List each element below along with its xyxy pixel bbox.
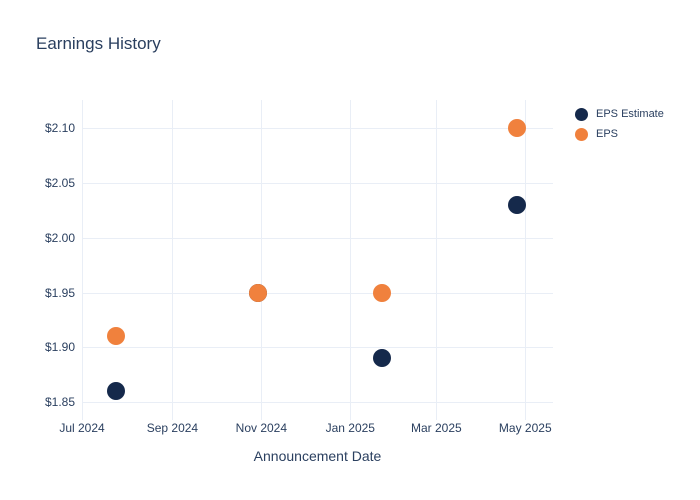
legend: EPS Estimate EPS xyxy=(575,104,664,144)
v-gridline xyxy=(525,100,527,415)
y-tick-label: $1.85 xyxy=(44,394,75,409)
x-tick-label: Jan 2025 xyxy=(325,421,375,435)
h-gridline xyxy=(82,183,553,185)
data-point-eps[interactable] xyxy=(373,283,392,302)
x-tick-label: Nov 2024 xyxy=(235,421,288,435)
h-gridline xyxy=(82,237,553,239)
x-tick-label: Sep 2024 xyxy=(146,421,199,435)
y-tick-label: $2.05 xyxy=(44,176,75,191)
data-point-eps[interactable] xyxy=(106,327,125,346)
data-point-eps[interactable] xyxy=(507,119,526,138)
legend-marker-icon xyxy=(575,107,588,121)
h-gridline xyxy=(82,401,553,403)
legend-label: EPS Estimate xyxy=(596,108,664,120)
y-tick-label: $2.10 xyxy=(44,121,75,136)
x-tick-mark xyxy=(350,415,352,420)
v-gridline xyxy=(436,100,438,415)
data-point-eps-estimate[interactable] xyxy=(507,196,526,214)
h-gridline xyxy=(82,128,553,130)
x-tick-mark xyxy=(82,415,83,420)
legend-item-eps[interactable]: EPS xyxy=(575,124,664,144)
legend-marker-icon xyxy=(575,127,588,141)
data-point-eps-estimate[interactable] xyxy=(106,381,125,400)
x-axis-title: Announcement Date xyxy=(253,448,382,464)
x-tick-label: Mar 2025 xyxy=(410,421,462,435)
data-point-eps-estimate[interactable] xyxy=(373,349,392,368)
legend-item-eps-estimate[interactable]: EPS Estimate xyxy=(575,104,664,124)
x-tick-mark xyxy=(261,415,263,420)
x-tick-mark xyxy=(436,415,438,420)
v-gridline xyxy=(172,100,174,415)
x-tick-mark xyxy=(525,415,527,420)
y-tick-label: $1.95 xyxy=(44,285,75,300)
x-tick-label: Jul 2024 xyxy=(59,421,105,435)
x-tick-mark xyxy=(172,415,174,420)
plot-area xyxy=(82,100,553,420)
chart-title: Earnings History xyxy=(36,34,161,53)
y-tick-label: $2.00 xyxy=(44,230,75,245)
data-point-eps[interactable] xyxy=(249,283,268,302)
legend-label: EPS xyxy=(596,128,619,140)
x-tick-label: May 2025 xyxy=(498,421,552,435)
h-gridline xyxy=(82,347,553,349)
v-gridline xyxy=(82,100,83,415)
v-gridline xyxy=(261,100,263,415)
v-gridline xyxy=(350,100,352,415)
y-tick-label: $1.90 xyxy=(44,340,75,355)
h-gridline xyxy=(82,292,553,294)
